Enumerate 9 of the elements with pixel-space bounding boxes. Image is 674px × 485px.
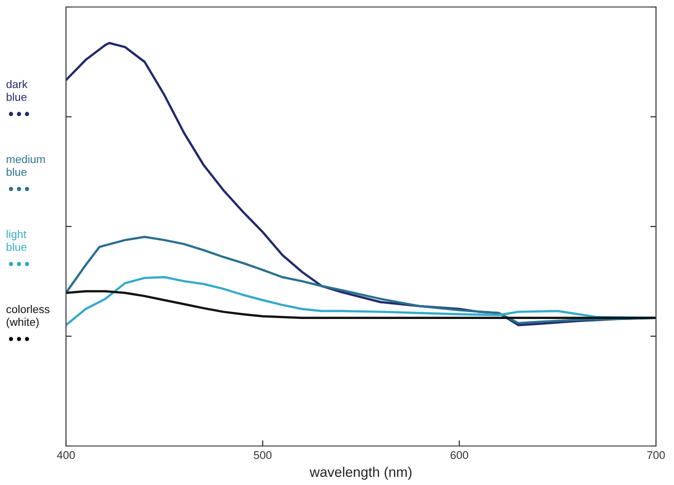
x-tick-label: 700 (647, 451, 665, 460)
x-tick-label: 400 (56, 451, 75, 460)
text: light blue (6, 230, 27, 251)
text: dark blue (6, 80, 28, 101)
x-tick-label: 600 (450, 451, 468, 460)
x-axis-title: wavelength (nm) (310, 466, 412, 480)
text: medium blue (6, 155, 45, 176)
x-tick-label: 500 (254, 451, 272, 460)
series-label: colorless (white) (6, 305, 50, 328)
